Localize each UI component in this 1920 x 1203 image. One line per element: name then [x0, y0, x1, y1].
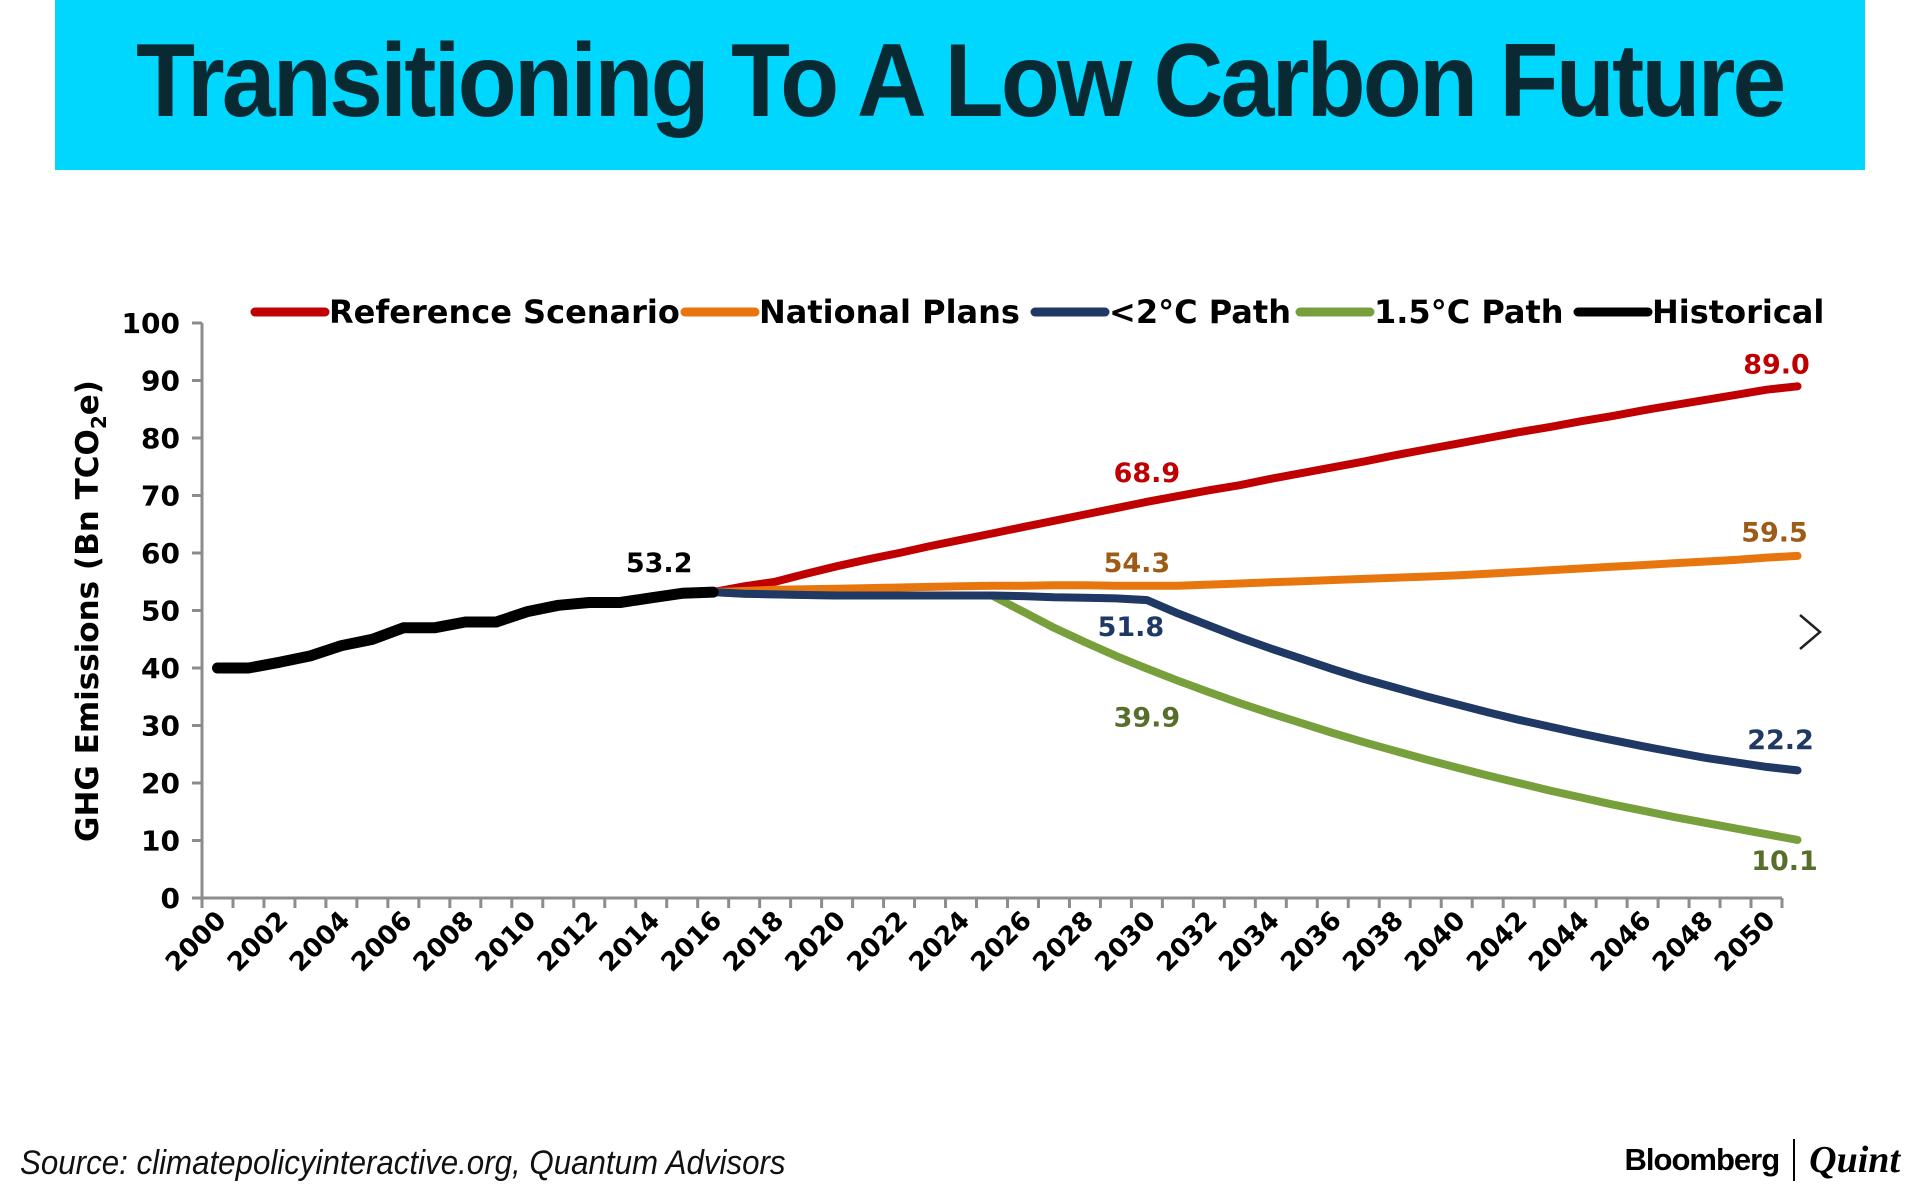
y-tick-label: 90 — [141, 365, 180, 398]
legend-item: Reference Scenario — [250, 293, 680, 331]
x-tick-label: 2012 — [532, 906, 604, 978]
x-tick-label: 2016 — [656, 906, 728, 978]
legend-label: <2°C Path — [1109, 293, 1291, 331]
page-title: Transitioning To A Low Carbon Future — [136, 22, 1786, 139]
y-tick-label: 60 — [141, 537, 180, 570]
y-axis: 0 10 20 30 40 50 60 70 80 90 100 — [122, 307, 204, 915]
data-label: 68.9 — [1114, 458, 1181, 489]
x-tick-label: 2038 — [1337, 906, 1409, 978]
x-tick-label: 2002 — [222, 906, 294, 978]
y-tick-label: 10 — [141, 825, 180, 858]
chevron-right-icon — [1799, 614, 1822, 650]
legend-label: Reference Scenario — [329, 293, 680, 331]
x-tick-label: 2004 — [284, 906, 356, 978]
legend-item: National Plans — [680, 293, 1020, 331]
y-tick-label: 0 — [161, 882, 180, 915]
brand-logo: Bloomberg Quint — [1625, 1138, 1900, 1182]
title-banner: Transitioning To A Low Carbon Future — [55, 0, 1865, 170]
x-tick-label: 2026 — [966, 906, 1038, 978]
series-line-historical — [212, 586, 719, 674]
series-line-reference-scenario — [709, 382, 1802, 597]
legend: Reference Scenario National Plans <2°C Pat… — [250, 293, 1824, 331]
x-tick-label: 2034 — [1213, 906, 1285, 978]
x-tick-label: 2000 — [160, 906, 232, 978]
x-tick-label: 2008 — [408, 906, 480, 978]
data-label: 51.8 — [1098, 612, 1165, 643]
x-tick-label: 2030 — [1089, 906, 1161, 978]
x-tick-label: 2048 — [1647, 906, 1719, 978]
x-axis: 2000200220042006200820102012201420162018… — [160, 896, 1784, 978]
y-tick-label: 100 — [122, 307, 180, 340]
source-note: Source: climatepolicyinteractive.org, Qu… — [20, 1144, 786, 1182]
data-label: 89.0 — [1743, 350, 1810, 381]
data-label: 59.5 — [1741, 518, 1808, 549]
x-tick-label: 2020 — [780, 906, 852, 978]
y-tick-label: 70 — [141, 480, 180, 513]
data-label: 10.1 — [1751, 846, 1818, 877]
data-label: 53.2 — [626, 548, 693, 579]
legend-label: 1.5°C Path — [1374, 293, 1564, 331]
x-tick-label: 2024 — [904, 906, 976, 978]
y-tick-label: 50 — [141, 595, 180, 628]
y-axis-label: GHG Emissions (Bn TCO2e) — [70, 380, 111, 842]
x-tick-label: 2022 — [842, 906, 914, 978]
legend-label: National Plans — [759, 293, 1020, 331]
x-tick-label: 2050 — [1709, 906, 1781, 978]
series-line-national-plans — [709, 551, 1802, 597]
x-tick-label: 2036 — [1275, 906, 1347, 978]
x-tick-label: 2044 — [1523, 906, 1595, 978]
legend-label: Historical — [1652, 293, 1824, 331]
x-tick-label: 2032 — [1151, 906, 1223, 978]
y-tick-label: 30 — [141, 710, 180, 743]
series-lines — [212, 382, 1802, 844]
data-label: 39.9 — [1114, 703, 1181, 734]
legend-item: <2°C Path — [1030, 293, 1291, 331]
y-tick-label: 80 — [141, 422, 180, 455]
x-tick-label: 2042 — [1461, 906, 1533, 978]
series-line-2-c-path — [709, 588, 1802, 775]
legend-item: 1.5°C Path — [1295, 293, 1564, 331]
data-label: 22.2 — [1747, 725, 1814, 756]
x-tick-label: 2046 — [1585, 906, 1657, 978]
next-slide-button[interactable] — [1796, 612, 1824, 652]
y-tick-label: 40 — [141, 652, 180, 685]
x-tick-label: 2028 — [1028, 906, 1100, 978]
data-label: 54.3 — [1104, 548, 1171, 579]
logo-quint: Quint — [1809, 1139, 1900, 1181]
y-tick-label: 20 — [141, 767, 180, 800]
legend-item: Historical — [1573, 293, 1824, 331]
x-tick-label: 2014 — [594, 906, 666, 978]
x-tick-label: 2006 — [346, 906, 418, 978]
x-tick-label: 2040 — [1399, 906, 1471, 978]
data-labels: 68.9 89.0 54.3 59.5 51.8 22.2 39.9 10.1 53.2 — [626, 350, 1818, 877]
x-tick-label: 2010 — [470, 906, 542, 978]
logo-bloomberg: Bloomberg — [1624, 1142, 1781, 1177]
logo-divider — [1793, 1139, 1796, 1181]
series-line-1-5-c-path — [709, 588, 1802, 844]
x-tick-label: 2018 — [718, 906, 790, 978]
